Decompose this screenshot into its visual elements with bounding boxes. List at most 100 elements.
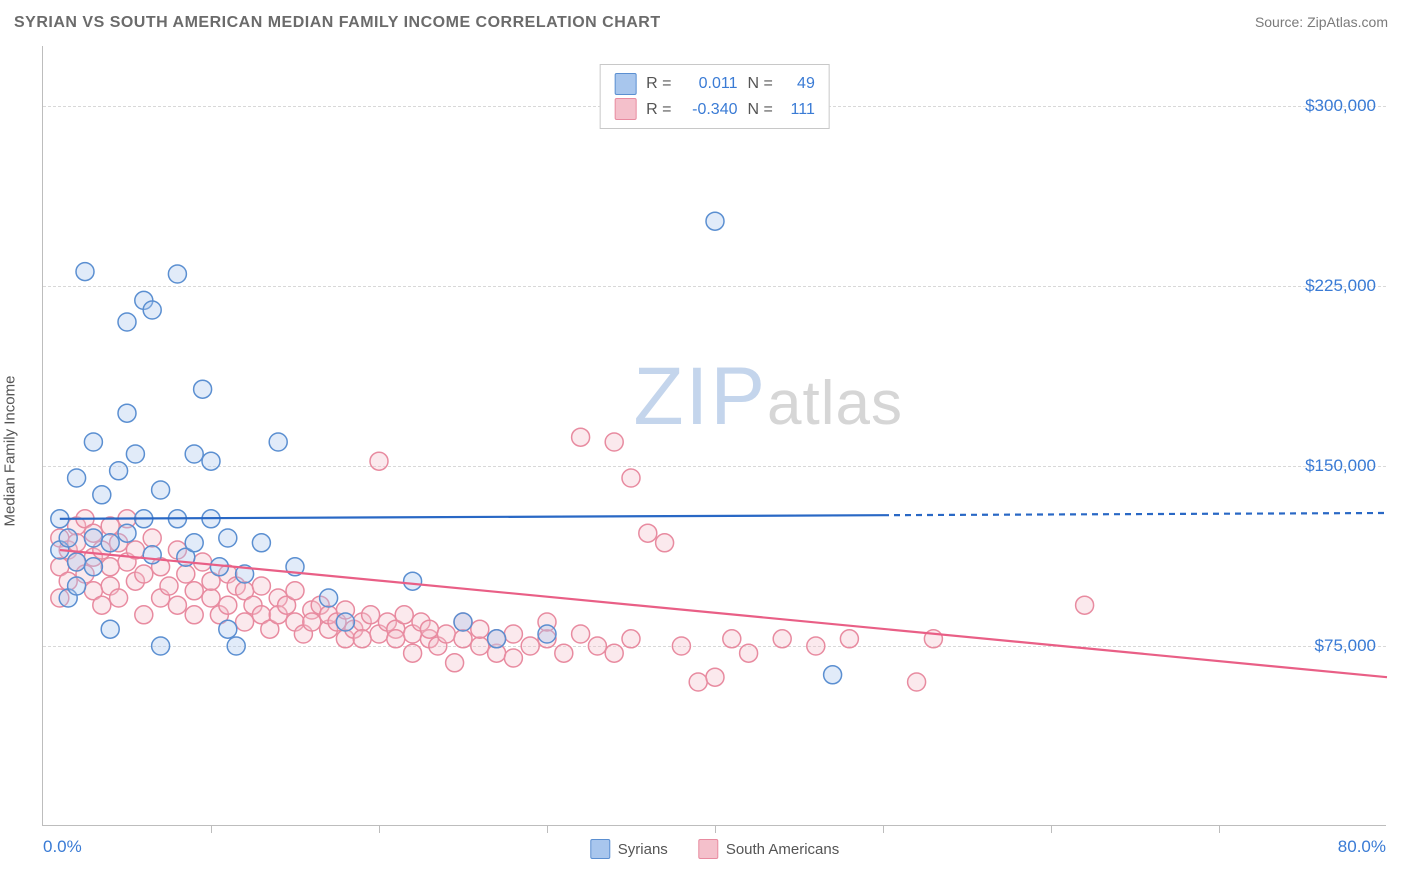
scatter-point bbox=[219, 596, 237, 614]
stats-swatch-south-americans bbox=[614, 98, 636, 120]
stats-swatch-syrians bbox=[614, 73, 636, 95]
x-tick bbox=[379, 825, 380, 833]
y-tick-label: $225,000 bbox=[1305, 276, 1376, 296]
stats-row-south-americans: R = -0.340 N = 111 bbox=[614, 97, 815, 123]
scatter-point bbox=[185, 582, 203, 600]
y-tick-label: $75,000 bbox=[1315, 636, 1376, 656]
n-value-south-americans: 111 bbox=[783, 97, 815, 123]
scatter-point bbox=[68, 469, 86, 487]
scatter-point bbox=[135, 606, 153, 624]
scatter-point bbox=[420, 620, 438, 638]
scatter-svg bbox=[43, 46, 1386, 825]
scatter-point bbox=[605, 433, 623, 451]
legend-item-south-americans: South Americans bbox=[698, 839, 839, 859]
legend-item-syrians: Syrians bbox=[590, 839, 668, 859]
scatter-point bbox=[572, 625, 590, 643]
y-tick-label: $300,000 bbox=[1305, 96, 1376, 116]
scatter-point bbox=[185, 445, 203, 463]
scatter-point bbox=[404, 572, 422, 590]
scatter-point bbox=[101, 558, 119, 576]
scatter-point bbox=[143, 529, 161, 547]
plot-outer: Median Family Income ZIP atlas R = 0.011… bbox=[42, 46, 1386, 856]
n-value-syrians: 49 bbox=[783, 71, 815, 97]
x-tick bbox=[1219, 825, 1220, 833]
scatter-point bbox=[59, 529, 77, 547]
source-label: Source: ZipAtlas.com bbox=[1255, 14, 1388, 30]
scatter-point bbox=[168, 596, 186, 614]
bottom-legend: Syrians South Americans bbox=[590, 839, 839, 859]
legend-swatch-south-americans bbox=[698, 839, 718, 859]
stats-row-syrians: R = 0.011 N = 49 bbox=[614, 71, 815, 97]
scatter-point bbox=[622, 469, 640, 487]
legend-swatch-syrians bbox=[590, 839, 610, 859]
r-value-south-americans: -0.340 bbox=[682, 97, 738, 123]
scatter-point bbox=[1076, 596, 1094, 614]
scatter-point bbox=[84, 558, 102, 576]
scatter-point bbox=[488, 630, 506, 648]
scatter-point bbox=[362, 606, 380, 624]
scatter-point bbox=[252, 577, 270, 595]
scatter-point bbox=[521, 637, 539, 655]
scatter-point bbox=[202, 452, 220, 470]
x-tick bbox=[715, 825, 716, 833]
scatter-point bbox=[404, 644, 422, 662]
scatter-point bbox=[387, 630, 405, 648]
scatter-point bbox=[101, 620, 119, 638]
scatter-point bbox=[605, 644, 623, 662]
x-axis-end-label: 80.0% bbox=[1338, 837, 1386, 857]
scatter-point bbox=[320, 589, 338, 607]
chart-title: SYRIAN VS SOUTH AMERICAN MEDIAN FAMILY I… bbox=[8, 8, 1398, 38]
scatter-point bbox=[84, 529, 102, 547]
scatter-point bbox=[908, 673, 926, 691]
x-tick bbox=[1051, 825, 1052, 833]
scatter-point bbox=[840, 630, 858, 648]
scatter-point bbox=[118, 524, 136, 542]
scatter-point bbox=[773, 630, 791, 648]
scatter-point bbox=[572, 428, 590, 446]
scatter-point bbox=[395, 606, 413, 624]
scatter-point bbox=[101, 534, 119, 552]
r-prefix: R = bbox=[646, 71, 671, 97]
scatter-point bbox=[93, 486, 111, 504]
scatter-point bbox=[110, 462, 128, 480]
scatter-point bbox=[303, 613, 321, 631]
legend-label-south-americans: South Americans bbox=[726, 841, 839, 858]
scatter-point bbox=[454, 613, 472, 631]
scatter-point bbox=[84, 433, 102, 451]
scatter-point bbox=[118, 313, 136, 331]
scatter-point bbox=[471, 620, 489, 638]
scatter-point bbox=[622, 630, 640, 648]
scatter-point bbox=[202, 589, 220, 607]
scatter-point bbox=[824, 666, 842, 684]
scatter-point bbox=[706, 668, 724, 686]
scatter-point bbox=[504, 649, 522, 667]
scatter-point bbox=[740, 644, 758, 662]
scatter-point bbox=[706, 212, 724, 230]
scatter-point bbox=[504, 625, 522, 643]
scatter-point bbox=[68, 577, 86, 595]
x-tick bbox=[211, 825, 212, 833]
scatter-point bbox=[135, 565, 153, 583]
x-axis-start-label: 0.0% bbox=[43, 837, 82, 857]
stats-legend-box: R = 0.011 N = 49 R = -0.340 N = 111 bbox=[599, 64, 830, 129]
scatter-point bbox=[152, 481, 170, 499]
regression-line bbox=[883, 513, 1387, 515]
r-value-syrians: 0.011 bbox=[682, 71, 738, 97]
scatter-point bbox=[689, 673, 707, 691]
scatter-point bbox=[219, 620, 237, 638]
scatter-point bbox=[454, 630, 472, 648]
scatter-point bbox=[177, 565, 195, 583]
scatter-point bbox=[555, 644, 573, 662]
scatter-point bbox=[656, 534, 674, 552]
scatter-point bbox=[723, 630, 741, 648]
scatter-point bbox=[807, 637, 825, 655]
scatter-point bbox=[236, 613, 254, 631]
scatter-point bbox=[252, 534, 270, 552]
n-prefix: N = bbox=[748, 97, 773, 123]
n-prefix: N = bbox=[748, 71, 773, 97]
scatter-point bbox=[336, 613, 354, 631]
scatter-point bbox=[168, 265, 186, 283]
scatter-point bbox=[672, 637, 690, 655]
plot-area: ZIP atlas R = 0.011 N = 49 R = -0.340 N … bbox=[42, 46, 1386, 826]
scatter-point bbox=[76, 263, 94, 281]
